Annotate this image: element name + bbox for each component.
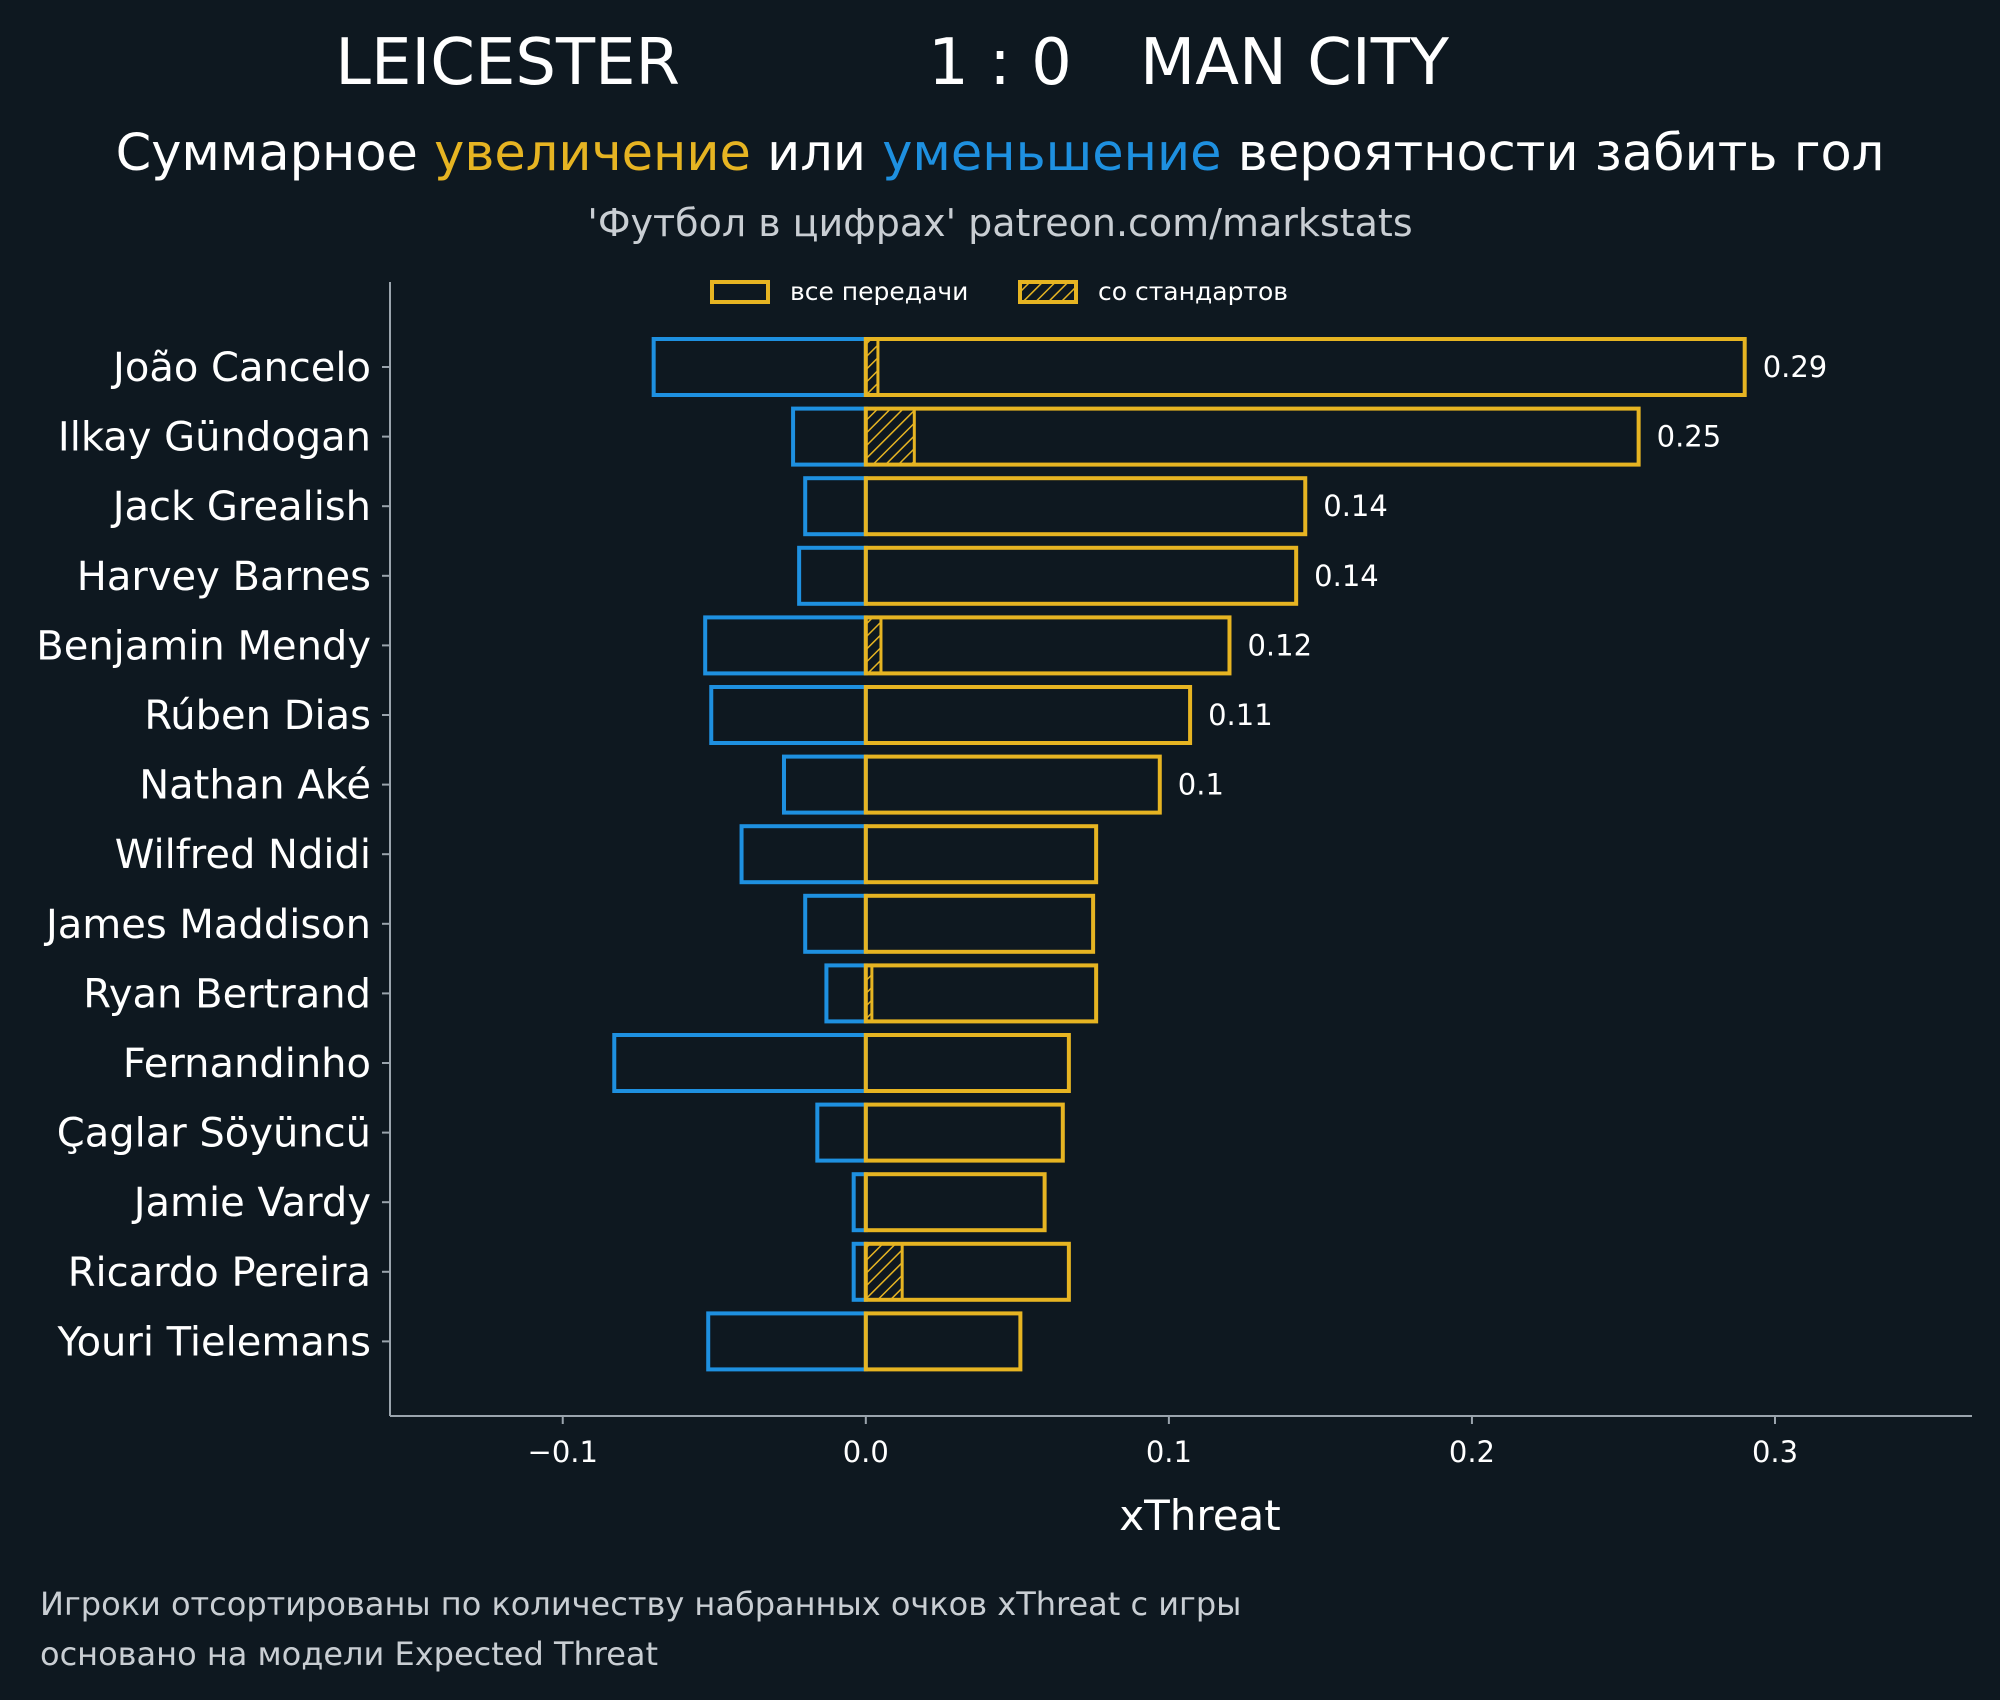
bar-decrease-ryan-bertrand bbox=[824, 963, 868, 1024]
bars-layer bbox=[612, 337, 1747, 1372]
bar-decrease-nathan-ake bbox=[781, 754, 868, 815]
bar-increase-ilkay-gundogan bbox=[863, 406, 1641, 467]
bar-decrease-joao-cancelo bbox=[651, 337, 868, 397]
value-label-ruben-dias: 0.11 bbox=[1208, 698, 1273, 732]
bar-decrease-youri-tielemans bbox=[706, 1311, 868, 1372]
x-axis-label: xThreat bbox=[1119, 1491, 1281, 1540]
bar-decrease-james-maddison bbox=[803, 893, 868, 954]
chart-subtitle: Суммарное увеличение или уменьшение веро… bbox=[116, 124, 1885, 183]
footer-note-2: основано на модели Expected Threat bbox=[40, 1635, 658, 1673]
category-label-ilkay-gundogan: Ilkay Gündogan bbox=[58, 415, 371, 461]
x-tick-label: −0.1 bbox=[528, 1435, 598, 1469]
subtitle-part-5: вероятности забить гол bbox=[1222, 124, 1885, 183]
bar-increase-fernandinho bbox=[863, 1033, 1071, 1093]
x-tick-label: 0.3 bbox=[1752, 1435, 1798, 1469]
footer-note-1: Игроки отсортированы по количеству набра… bbox=[40, 1585, 1241, 1623]
legend-label-set-pieces: со стандартов bbox=[1098, 277, 1288, 306]
bar-increase-nathan-ake bbox=[863, 754, 1162, 815]
value-label-joao-cancelo: 0.29 bbox=[1763, 350, 1828, 384]
subtitle-part-3: или bbox=[751, 124, 882, 183]
category-label-ricardo-pereira: Ricardo Pereira bbox=[68, 1250, 371, 1296]
bar-decrease-ruben-dias bbox=[709, 685, 868, 745]
bar-decrease-wilfred-ndidi bbox=[739, 824, 868, 885]
bar-increase-youri-tielemans bbox=[863, 1311, 1023, 1372]
category-label-fernandinho: Fernandinho bbox=[123, 1041, 371, 1087]
category-label-james-maddison: James Maddison bbox=[43, 902, 371, 948]
value-label-jack-grealish: 0.14 bbox=[1323, 489, 1388, 523]
value-label-ilkay-gundogan: 0.25 bbox=[1657, 420, 1722, 454]
bar-decrease-jack-grealish bbox=[803, 476, 868, 537]
category-label-wilfred-ndidi: Wilfred Ndidi bbox=[115, 832, 371, 878]
bar-increase-benjamin-mendy bbox=[863, 615, 1232, 676]
bar-increase-harvey-barnes bbox=[863, 545, 1299, 606]
value-label-benjamin-mendy: 0.12 bbox=[1247, 628, 1312, 662]
bar-set-pieces-ilkay-gundogan bbox=[864, 407, 916, 467]
subtitle-decrease-word: уменьшение bbox=[882, 124, 1221, 183]
labels-layer: 0.29 João Cancelo 0.25 Ilkay Gündogan 0.14 Ja… bbox=[36, 345, 1827, 1469]
bar-decrease-caglar-soyuncu bbox=[815, 1102, 868, 1163]
home-team-title: LEICESTER bbox=[335, 26, 680, 100]
bar-increase-ricardo-pereira bbox=[863, 1241, 1071, 1302]
bar-decrease-harvey-barnes bbox=[797, 545, 868, 606]
x-tick-label: 0.0 bbox=[843, 1435, 889, 1469]
source-credit: 'Футбол в цифрах' patreon.com/markstats bbox=[587, 201, 1412, 245]
legend-label-all-passes: все передачи bbox=[790, 277, 968, 306]
bar-increase-caglar-soyuncu bbox=[863, 1102, 1065, 1163]
category-label-joao-cancelo: João Cancelo bbox=[110, 345, 371, 391]
bar-increase-joao-cancelo bbox=[863, 337, 1747, 397]
category-label-ruben-dias: Rúben Dias bbox=[144, 693, 371, 739]
away-team-title: MAN CITY bbox=[1140, 26, 1450, 100]
category-label-benjamin-mendy: Benjamin Mendy bbox=[36, 623, 371, 669]
value-label-harvey-barnes: 0.14 bbox=[1314, 559, 1379, 593]
score-title: 1 : 0 bbox=[928, 26, 1072, 100]
bar-increase-james-maddison bbox=[863, 893, 1096, 954]
x-tick-label: 0.2 bbox=[1449, 1435, 1495, 1469]
category-label-nathan-ake: Nathan Aké bbox=[139, 763, 371, 809]
bar-decrease-benjamin-mendy bbox=[703, 615, 868, 676]
bar-increase-ryan-bertrand bbox=[863, 963, 1099, 1024]
value-label-nathan-ake: 0.1 bbox=[1178, 768, 1224, 802]
category-label-jack-grealish: Jack Grealish bbox=[110, 484, 371, 530]
legend: все передачи со стандартов bbox=[710, 277, 1288, 306]
x-tick-label: 0.1 bbox=[1146, 1435, 1192, 1469]
subtitle-part-1: Суммарное bbox=[116, 124, 435, 183]
bar-set-pieces-ricardo-pereira bbox=[864, 1242, 904, 1302]
legend-swatch-all-passes bbox=[710, 280, 770, 304]
bar-set-pieces-benjamin-mendy bbox=[864, 615, 883, 675]
bar-increase-ruben-dias bbox=[863, 685, 1193, 745]
bar-increase-jamie-vardy bbox=[863, 1172, 1047, 1233]
bar-decrease-fernandinho bbox=[612, 1033, 868, 1093]
subtitle-increase-word: увеличение bbox=[434, 124, 751, 183]
category-label-ryan-bertrand: Ryan Bertrand bbox=[83, 971, 371, 1017]
category-label-jamie-vardy: Jamie Vardy bbox=[131, 1180, 371, 1226]
bar-increase-wilfred-ndidi bbox=[863, 824, 1099, 885]
category-label-harvey-barnes: Harvey Barnes bbox=[77, 554, 371, 600]
category-label-youri-tielemans: Youri Tielemans bbox=[56, 1319, 371, 1365]
bar-decrease-ilkay-gundogan bbox=[791, 406, 868, 467]
bar-increase-jack-grealish bbox=[863, 476, 1308, 537]
category-label-caglar-soyuncu: Çaglar Söyüncü bbox=[57, 1111, 371, 1157]
legend-swatch-set-pieces bbox=[1018, 280, 1078, 304]
